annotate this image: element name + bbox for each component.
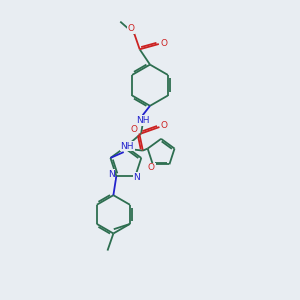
Text: O: O: [160, 121, 168, 130]
Text: NH: NH: [121, 142, 134, 151]
Text: O: O: [130, 125, 137, 134]
Text: N: N: [134, 173, 140, 182]
Text: N: N: [108, 170, 114, 179]
Text: O: O: [148, 164, 155, 172]
Text: O: O: [128, 24, 134, 33]
Text: NH: NH: [136, 116, 149, 125]
Text: O: O: [160, 40, 167, 49]
